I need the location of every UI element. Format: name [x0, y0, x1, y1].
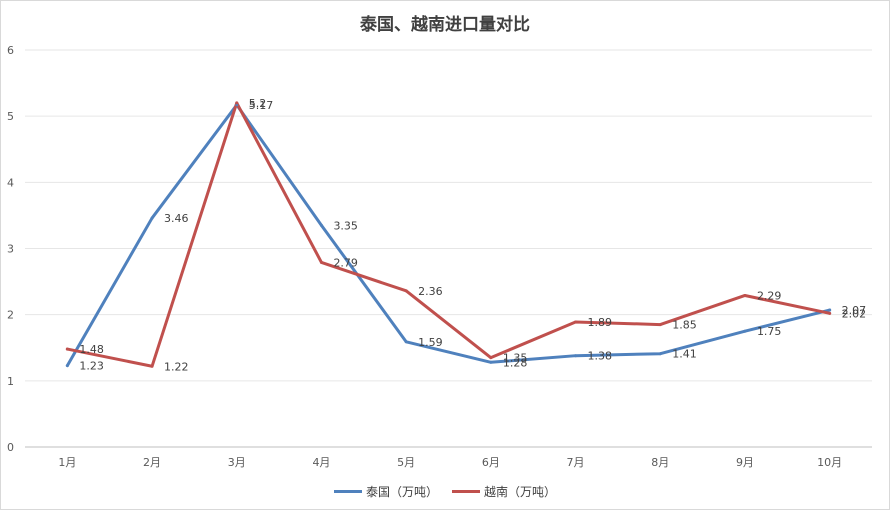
data-label: 2.36 — [418, 285, 443, 298]
legend-label-vietnam: 越南（万吨） — [484, 485, 557, 499]
data-label: 2.02 — [842, 307, 867, 320]
data-point — [658, 352, 662, 356]
y-tick-label: 3 — [7, 243, 14, 256]
data-label: 1.41 — [672, 348, 697, 361]
y-tick-label: 5 — [7, 110, 14, 123]
data-point — [743, 329, 747, 333]
legend-label-thailand: 泰国（万吨） — [365, 485, 438, 499]
x-tick-label: 5月 — [397, 456, 415, 469]
data-label: 3.35 — [333, 219, 358, 232]
legend: 泰国（万吨） 越南（万吨） — [0, 483, 890, 500]
data-point — [828, 311, 832, 315]
data-point — [489, 360, 493, 364]
data-point — [489, 356, 493, 360]
data-point — [235, 101, 239, 105]
x-tick-label: 9月 — [736, 456, 754, 469]
x-tick-label: 6月 — [482, 456, 500, 469]
x-tick-label: 2月 — [143, 456, 161, 469]
x-tick-label: 8月 — [651, 456, 669, 469]
y-tick-label: 4 — [7, 176, 14, 189]
data-label: 1.38 — [588, 350, 613, 363]
x-tick-label: 7月 — [567, 456, 585, 469]
data-label: 5.2 — [249, 97, 267, 110]
data-label: 1.85 — [672, 319, 697, 332]
data-point — [150, 364, 154, 368]
y-tick-label: 1 — [7, 375, 14, 388]
data-point — [65, 364, 69, 368]
data-label: 2.29 — [757, 289, 782, 302]
data-label: 1.28 — [503, 356, 527, 369]
data-point — [658, 323, 662, 327]
data-point — [65, 347, 69, 351]
chart-title: 泰国、越南进口量对比 — [360, 15, 530, 35]
data-point — [319, 260, 323, 264]
data-label: 1.48 — [79, 343, 104, 356]
x-tick-label: 10月 — [817, 456, 842, 469]
series-line-1 — [65, 101, 832, 368]
data-label: 2.07 — [842, 304, 867, 317]
data-label: 1.75 — [757, 325, 782, 338]
data-point — [574, 354, 578, 358]
data-point — [404, 289, 408, 293]
legend-item-thailand: 泰国（万吨） — [333, 483, 438, 500]
data-point — [404, 340, 408, 344]
data-label: 5.17 — [249, 99, 274, 112]
y-tick-label: 0 — [7, 441, 14, 454]
x-tick-label: 1月 — [58, 456, 76, 469]
data-point — [319, 223, 323, 227]
y-tick-label: 6 — [7, 44, 14, 57]
data-label: 3.46 — [164, 212, 189, 225]
data-point — [150, 216, 154, 220]
data-point — [743, 293, 747, 297]
data-label: 1.89 — [588, 316, 613, 329]
legend-swatch-thailand — [333, 490, 362, 493]
data-point — [828, 308, 832, 312]
x-tick-label: 4月 — [312, 456, 330, 469]
legend-item-vietnam: 越南（万吨） — [452, 483, 556, 500]
data-label: 2.79 — [333, 256, 358, 269]
data-point — [574, 320, 578, 324]
legend-swatch-vietnam — [452, 490, 480, 493]
series-line-0 — [65, 103, 832, 368]
y-tick-label: 2 — [7, 309, 14, 322]
data-label: 1.59 — [418, 336, 443, 349]
data-label: 1.22 — [164, 360, 189, 373]
data-label: 1.35 — [503, 352, 527, 365]
data-label: 1.23 — [79, 360, 104, 373]
x-tick-label: 3月 — [228, 456, 246, 469]
